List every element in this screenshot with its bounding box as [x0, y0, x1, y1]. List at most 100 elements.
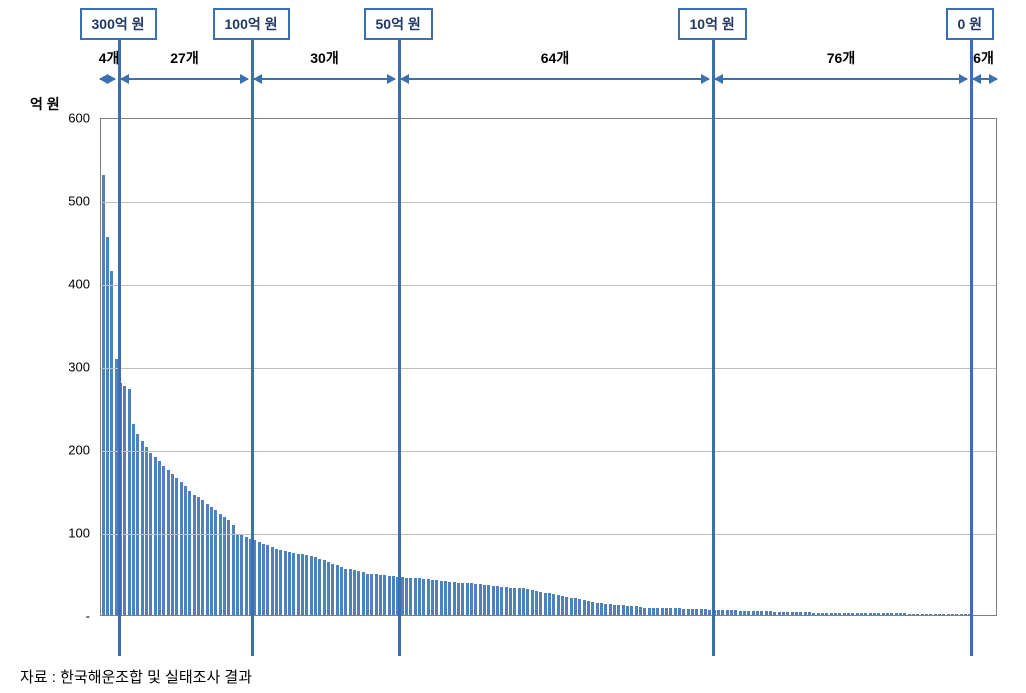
bar	[587, 601, 590, 615]
bar	[193, 495, 196, 615]
bar	[305, 555, 308, 615]
bar	[786, 612, 789, 615]
bar	[648, 608, 651, 615]
bar	[266, 545, 269, 615]
segment-arrow	[121, 78, 248, 80]
bar	[284, 551, 287, 615]
bar	[154, 457, 157, 615]
bar	[132, 424, 135, 615]
bar	[656, 608, 659, 615]
bar	[327, 562, 330, 615]
bar	[925, 614, 928, 615]
bar	[864, 613, 867, 615]
bar	[474, 584, 477, 615]
bar	[856, 613, 859, 615]
segment-arrow	[401, 78, 709, 80]
bar	[375, 574, 378, 615]
bar	[895, 613, 898, 615]
bar	[136, 434, 139, 615]
bar	[552, 594, 555, 615]
bar	[747, 611, 750, 615]
bar	[414, 578, 417, 615]
bar	[604, 604, 607, 615]
bar	[383, 575, 386, 615]
bar	[123, 386, 126, 615]
plot-area	[100, 118, 997, 616]
bar	[578, 599, 581, 615]
bar	[929, 614, 932, 615]
bar	[340, 567, 343, 615]
bar	[600, 603, 603, 615]
bar	[717, 610, 720, 615]
bar	[492, 586, 495, 615]
threshold-divider	[712, 40, 715, 656]
bar	[591, 602, 594, 615]
bar	[773, 612, 776, 615]
bar	[310, 556, 313, 615]
bar	[487, 585, 490, 615]
bar	[167, 470, 170, 615]
bar	[916, 614, 919, 615]
bar	[522, 588, 525, 615]
bar	[704, 609, 707, 615]
bar	[275, 549, 278, 615]
bar	[669, 608, 672, 615]
bar	[934, 614, 937, 615]
bar	[453, 582, 456, 615]
bar	[197, 497, 200, 615]
bar	[301, 554, 304, 615]
bar	[795, 612, 798, 615]
bar	[695, 609, 698, 615]
bar	[734, 610, 737, 615]
bar	[188, 491, 191, 616]
data-source-note: 자료 : 한국해운조합 및 실태조사 결과	[20, 666, 252, 687]
bar	[843, 613, 846, 615]
bar	[665, 608, 668, 615]
bar	[674, 608, 677, 615]
bar	[531, 590, 534, 615]
bar	[682, 609, 685, 615]
gridline	[101, 285, 996, 286]
bar	[557, 595, 560, 615]
bar	[942, 614, 945, 615]
bar	[110, 271, 113, 615]
bar	[292, 553, 295, 615]
bar	[544, 593, 547, 615]
bar	[245, 537, 248, 615]
bar	[336, 565, 339, 615]
bar	[288, 552, 291, 615]
bar	[223, 517, 226, 615]
threshold-box: 100억 원	[213, 8, 290, 40]
bar	[240, 535, 243, 615]
bar	[279, 550, 282, 615]
bar	[574, 598, 577, 615]
bar	[808, 612, 811, 615]
bar	[825, 613, 828, 615]
bar	[427, 579, 430, 615]
bar	[362, 572, 365, 615]
bar	[639, 607, 642, 615]
bar	[331, 564, 334, 615]
bar	[418, 578, 421, 615]
bar	[214, 510, 217, 615]
bar	[561, 596, 564, 615]
bar	[526, 589, 529, 615]
bar	[687, 609, 690, 615]
bar	[873, 613, 876, 615]
bar	[370, 574, 373, 615]
gridline	[101, 534, 996, 535]
bar	[860, 613, 863, 615]
threshold-divider	[970, 40, 973, 656]
bar	[513, 588, 516, 615]
bar	[821, 613, 824, 615]
bar	[344, 569, 347, 615]
bar	[318, 559, 321, 615]
bar	[435, 580, 438, 615]
bar	[964, 614, 967, 615]
bar	[535, 591, 538, 615]
bar	[448, 582, 451, 615]
bar	[708, 610, 711, 615]
segment-count-label: 6개	[973, 48, 994, 68]
segment-arrow	[254, 78, 395, 80]
bar	[388, 576, 391, 615]
